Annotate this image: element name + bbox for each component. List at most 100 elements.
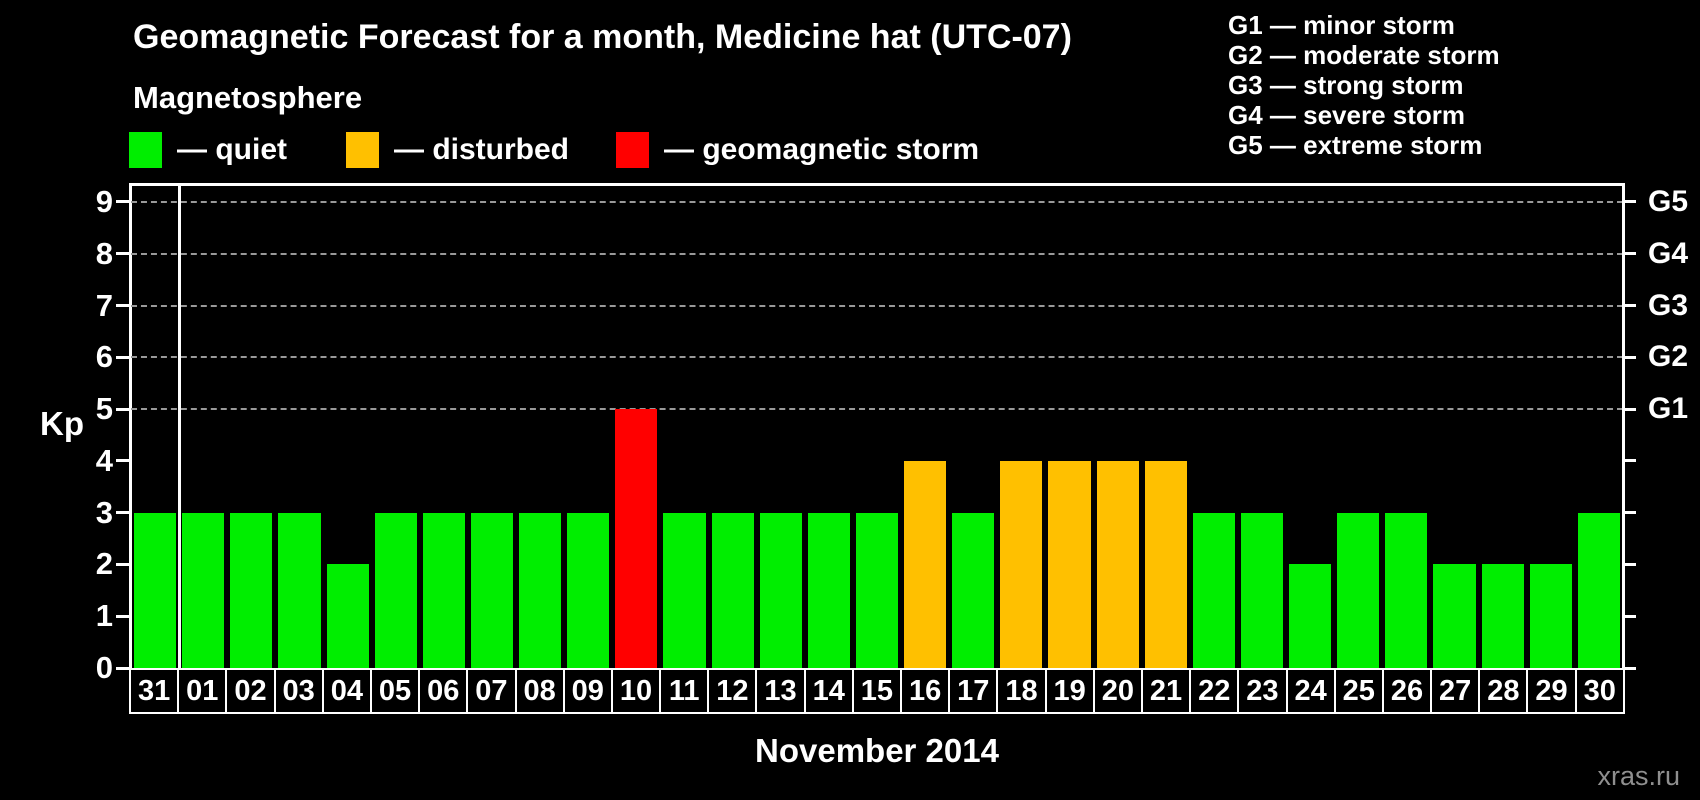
bar-day-30: [1577, 512, 1620, 668]
y-axis-label-9: 9: [95, 183, 113, 219]
day-label-09: 09: [562, 668, 613, 714]
bar-day-18: [1000, 460, 1043, 668]
disturbed-color-swatch: [346, 131, 379, 168]
bar-day-14: [807, 512, 850, 668]
y-axis-label-1: 1: [95, 598, 113, 634]
y-axis-label-3: 3: [95, 494, 113, 530]
bar-day-17: [952, 512, 995, 668]
bar-day-02: [230, 512, 273, 668]
bar-day-29: [1529, 564, 1572, 668]
day-label-24: 24: [1285, 668, 1336, 714]
bar-day-05: [374, 512, 417, 668]
y-axis-right-tick-0: [1622, 666, 1636, 670]
day-label-15: 15: [851, 668, 902, 714]
g3-legend-line: G3 — strong storm: [1228, 70, 1464, 100]
storm-color-swatch: [616, 131, 649, 168]
gridline-kp6: [131, 356, 1623, 359]
g-scale-label-g2: G2: [1648, 340, 1689, 374]
y-axis-label-4: 4: [95, 442, 113, 478]
y-axis-left-tick-0: [116, 666, 130, 670]
gridline-kp9: [131, 200, 1623, 203]
day-label-06: 06: [418, 668, 469, 714]
x-axis-day-labels: 31 01 02 03 04 05 06 07 08 09 10 11 12 13 14 15 16 17 18 19…: [129, 668, 1625, 714]
y-axis-label-6: 6: [95, 339, 113, 375]
gridline-kp7: [131, 304, 1623, 307]
y-axis-right-tick-5: [1622, 407, 1636, 411]
day-label-08: 08: [514, 668, 565, 714]
day-label-17: 17: [948, 668, 999, 714]
g2-legend-line: G2 — moderate storm: [1228, 40, 1500, 70]
day-label-18: 18: [996, 668, 1047, 714]
bar-day-06: [422, 512, 465, 668]
day-label-26: 26: [1381, 668, 1433, 714]
bar-day-08: [519, 512, 562, 668]
plot-area: [131, 183, 1623, 668]
y-axis-label-7: 7: [95, 287, 113, 323]
day-label-28: 28: [1478, 668, 1529, 714]
bar-day-31: [134, 512, 177, 668]
g-scale-label-g4: G4: [1648, 236, 1689, 270]
magnetosphere-legend-title: Magnetosphere: [133, 80, 363, 115]
y-axis-right-tick-6: [1622, 355, 1636, 359]
day-label-20: 20: [1092, 668, 1143, 714]
day-label-14: 14: [803, 668, 854, 714]
y-axis-right-tick-2: [1622, 562, 1636, 566]
day-label-30: 30: [1574, 668, 1625, 714]
legend-label-quiet: — quiet: [177, 132, 287, 166]
x-axis-title: November 2014: [755, 732, 999, 769]
day-label-23: 23: [1237, 668, 1288, 714]
bar-day-24: [1289, 564, 1332, 668]
g-scale-label-g3: G3: [1648, 288, 1689, 322]
legend-item-quiet: — quiet: [129, 131, 287, 168]
y-axis-right-tick-9: [1622, 200, 1636, 204]
bar-day-21: [1144, 460, 1187, 668]
bar-day-27: [1433, 564, 1476, 668]
gridline-kp5: [131, 408, 1623, 411]
legend-item-storm: — geomagnetic storm: [616, 131, 979, 168]
y-axis-right-line: [1622, 183, 1625, 668]
bar-day-16: [904, 460, 947, 668]
y-axis-left-tick-2: [116, 562, 130, 566]
bar-day-13: [759, 512, 802, 668]
y-axis-right-tick-8: [1622, 252, 1636, 256]
bar-day-22: [1192, 512, 1235, 668]
day-label-07: 07: [466, 668, 517, 714]
bar-day-20: [1096, 460, 1139, 668]
y-axis-left-tick-6: [116, 355, 130, 359]
y-axis-title: Kp: [40, 405, 84, 442]
y-axis-label-0: 0: [95, 650, 113, 685]
quiet-color-swatch: [129, 131, 162, 168]
y-axis-right-tick-4: [1622, 459, 1636, 463]
y-axis-right-tick-1: [1622, 614, 1636, 618]
day-label-21: 21: [1140, 668, 1192, 714]
bar-day-26: [1385, 512, 1428, 668]
bar-day-12: [711, 512, 754, 668]
day-label-02: 02: [225, 668, 276, 714]
bar-day-03: [278, 512, 321, 668]
y-axis-label-2: 2: [95, 546, 113, 582]
g4-legend-line: G4 — severe storm: [1228, 100, 1466, 130]
day-label-16: 16: [900, 668, 951, 714]
gridline-kp8: [131, 252, 1623, 255]
day-label-11: 11: [659, 668, 710, 714]
bar-day-01: [182, 512, 225, 668]
y-axis-right-tick-7: [1622, 304, 1636, 308]
legend-item-disturbed: — disturbed: [346, 131, 569, 168]
bar-day-10: [615, 409, 658, 668]
legend-label-disturbed: — disturbed: [394, 132, 570, 166]
y-axis-left-tick-7: [116, 304, 130, 308]
day-label-29: 29: [1526, 668, 1577, 714]
chart-title: Geomagnetic Forecast for a month, Medici…: [133, 18, 1072, 56]
bar-day-11: [663, 512, 706, 668]
plot-top-border: [129, 183, 1625, 186]
y-axis-left-line: [129, 183, 132, 668]
bar-day-15: [855, 512, 899, 668]
bar-day-04: [326, 564, 369, 668]
y-axis-label-8: 8: [95, 235, 113, 271]
bar-day-28: [1481, 564, 1524, 668]
g-scale-legend: G1 — minor storm G2 — moderate storm G3 …: [1228, 10, 1500, 160]
bar-day-19: [1048, 460, 1091, 668]
y-axis-left-tick-3: [116, 511, 130, 515]
bar-day-25: [1337, 512, 1380, 668]
